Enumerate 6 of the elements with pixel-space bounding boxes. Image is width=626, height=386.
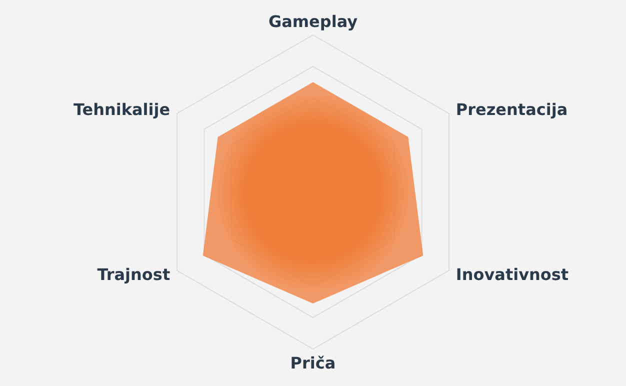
spoke-label: Gameplay [268,12,358,31]
spoke-label: Tehnikalije [73,100,170,120]
spoke-label: Priča [290,353,336,372]
spoke-label: Trajnost [97,265,170,284]
spoke-label: Inovativnost [456,265,569,284]
spoke-label: Prezentacija [456,100,568,120]
